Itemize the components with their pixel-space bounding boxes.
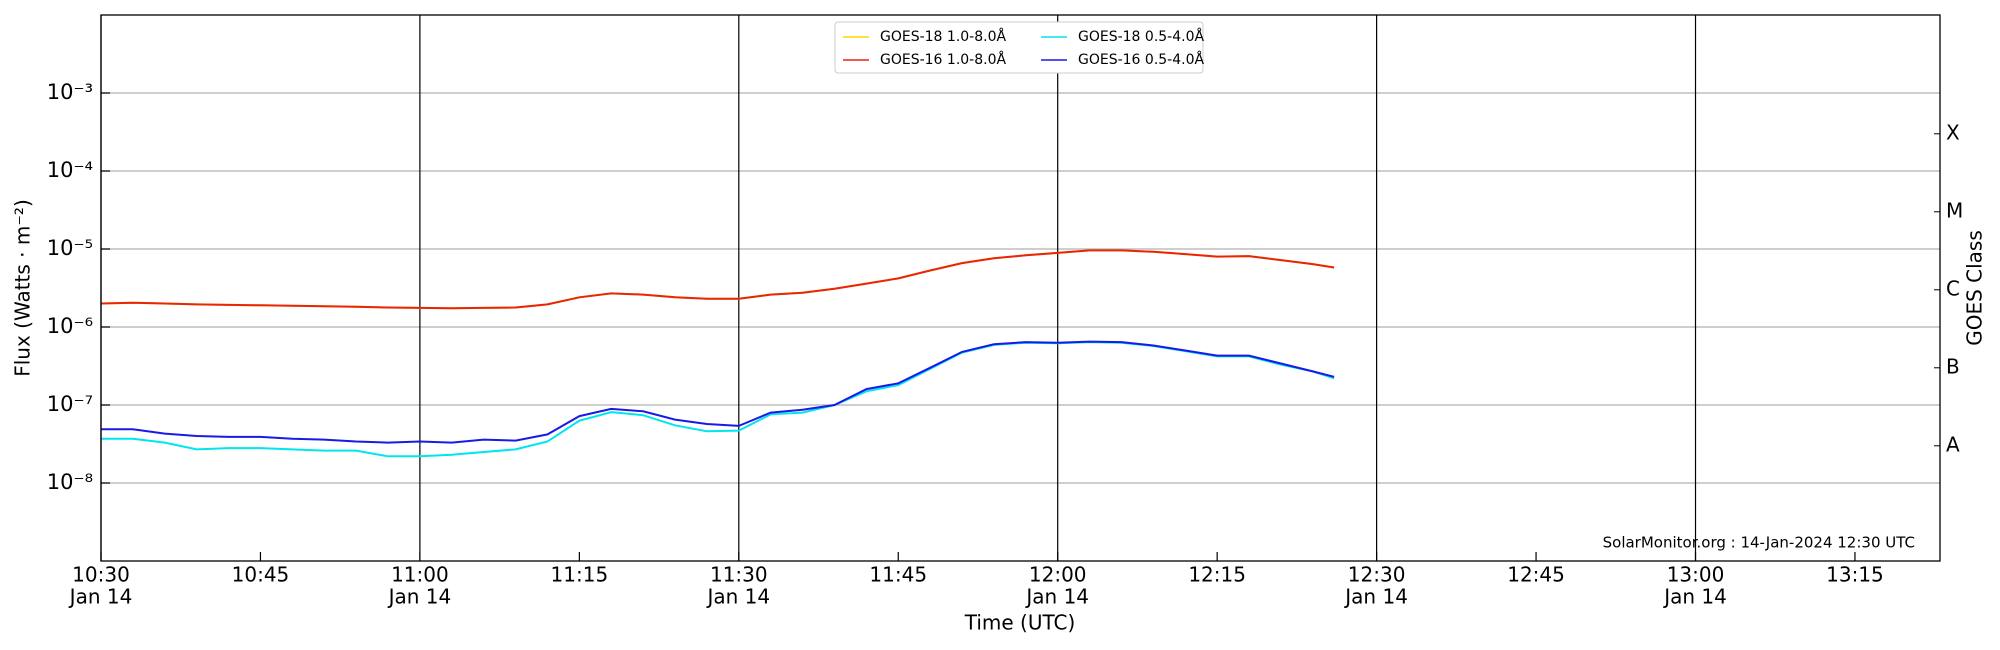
x-tick-label: 10:30 — [72, 563, 130, 587]
series-line — [100, 249, 1335, 310]
x-tick-label: Jan 14 — [68, 585, 133, 609]
y2-tick-label: M — [1946, 198, 1963, 222]
x-tick-label: 12:00 — [1029, 563, 1087, 587]
y2-tick-label: C — [1946, 276, 1960, 300]
x-tick-label: Jan 14 — [1343, 585, 1408, 609]
series-line — [101, 340, 1335, 444]
y2-tick-label: X — [1946, 120, 1960, 144]
y-tick-label: 10⁻⁵ — [47, 236, 93, 260]
x-tick-label: Jan 14 — [705, 585, 770, 609]
x-tick-label: 12:15 — [1188, 563, 1246, 587]
x-tick-label: 12:30 — [1348, 563, 1406, 587]
legend: GOES-18 1.0-8.0Å GOES-16 1.0-8.0Å GOES-18 … — [834, 21, 1204, 74]
y-tick-label: 10⁻⁴ — [47, 158, 93, 182]
x-tick-label: Jan 14 — [1662, 585, 1727, 609]
legend-label: GOES-16 0.5-4.0Å — [1078, 51, 1204, 68]
y-tick-label: 10⁻³ — [47, 80, 93, 104]
x-tick-label: Jan 14 — [387, 585, 452, 609]
legend-label: GOES-18 1.0-8.0Å — [880, 28, 1006, 45]
annotation: SolarMonitor.org : 14-Jan-2024 12:30 UTC — [1603, 534, 1915, 552]
x-tick-label: 13:00 — [1667, 563, 1725, 587]
plot-frame — [100, 14, 1941, 562]
y2-tick-label: A — [1946, 432, 1960, 456]
legend-box — [834, 21, 1204, 74]
y-axis-label: Flux (Watts · m⁻²) — [11, 199, 35, 377]
y-tick-label: 10⁻⁶ — [47, 314, 93, 338]
y-tick-label: 10⁻⁷ — [47, 392, 93, 416]
legend-label: GOES-18 0.5-4.0Å — [1078, 28, 1204, 45]
legend-label: GOES-16 1.0-8.0Å — [880, 51, 1006, 68]
x-axis-label: Time (UTC) — [964, 611, 1076, 635]
x-tick-label: 11:00 — [391, 563, 449, 587]
y-tick-label: 10⁻⁸ — [47, 470, 93, 494]
x-tick-label: 12:45 — [1507, 563, 1565, 587]
x-tick-label: 10:45 — [232, 563, 290, 587]
x-tick-label: 11:15 — [551, 563, 609, 587]
x-tick-label: 11:45 — [869, 563, 927, 587]
y2-tick-label: B — [1946, 354, 1960, 378]
x-tick-label: 11:30 — [710, 563, 768, 587]
x-tick-label: 13:15 — [1826, 563, 1884, 587]
x-tick-label: Jan 14 — [1024, 585, 1089, 609]
y2-axis-label: GOES Class — [1963, 230, 1987, 346]
